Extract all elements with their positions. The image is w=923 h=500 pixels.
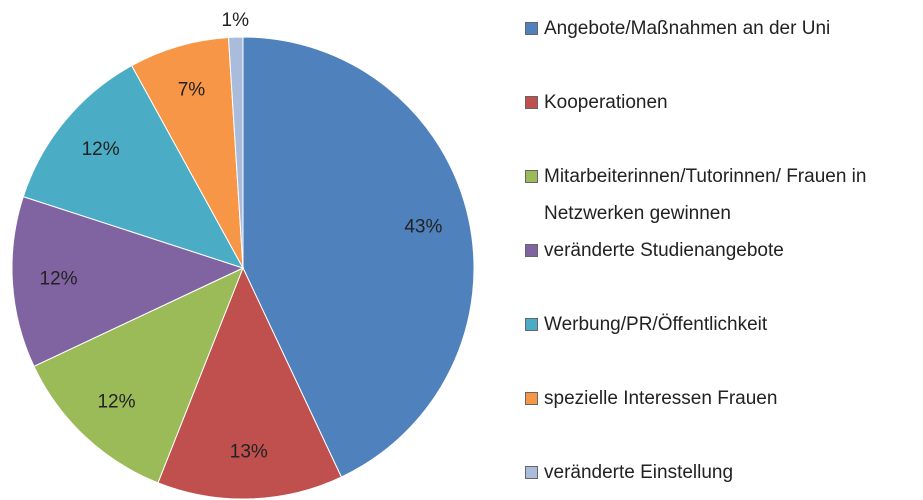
pie-slice (157, 266, 343, 500)
legend-label: veränderte Einstellung (544, 462, 734, 483)
data-label: 12% (97, 392, 135, 413)
legend-item: veränderte Studienangebote (525, 232, 915, 269)
legend-item: veränderte Einstellung (525, 454, 915, 491)
data-label: 12% (82, 139, 120, 160)
legend-label: veränderte Studienangebote (544, 240, 784, 261)
legend-label: Angebote/Maßnahmen an der Uni (544, 18, 831, 39)
legend-swatch (525, 466, 538, 479)
pie-slice (242, 36, 475, 478)
legend-label: spezielle Interessen Frauen (544, 388, 778, 409)
data-label: 1% (222, 10, 250, 31)
legend-swatch (525, 244, 538, 257)
legend-swatch (525, 170, 538, 183)
legend-label: Werbung/PR/Öffentlichkeit (544, 314, 768, 335)
data-label: 13% (230, 442, 268, 463)
legend-item: Mitarbeiterinnen/Tutorinnen/ Frauen in N… (525, 158, 915, 232)
data-label: 12% (40, 269, 78, 290)
legend-item: Angebote/Maßnahmen an der Uni (525, 10, 915, 47)
legend-item: Kooperationen (525, 84, 915, 121)
pie-slice (131, 36, 244, 269)
legend-item: Werbung/PR/Öffentlichkeit (525, 306, 915, 343)
pie-slice (22, 64, 245, 269)
legend-swatch (525, 96, 538, 109)
pie-slice (33, 267, 244, 484)
legend-label: Mitarbeiterinnen/Tutorinnen/ Frauen in N… (544, 166, 867, 224)
legend-swatch (525, 22, 538, 35)
legend-swatch (525, 318, 538, 331)
data-label: 43% (404, 217, 442, 238)
legend-swatch (525, 392, 538, 405)
pie-slice (11, 195, 245, 368)
data-label: 7% (178, 80, 206, 101)
pie-slice (227, 36, 244, 269)
legend-item: spezielle Interessen Frauen (525, 380, 915, 417)
legend-label: Kooperationen (544, 92, 668, 113)
